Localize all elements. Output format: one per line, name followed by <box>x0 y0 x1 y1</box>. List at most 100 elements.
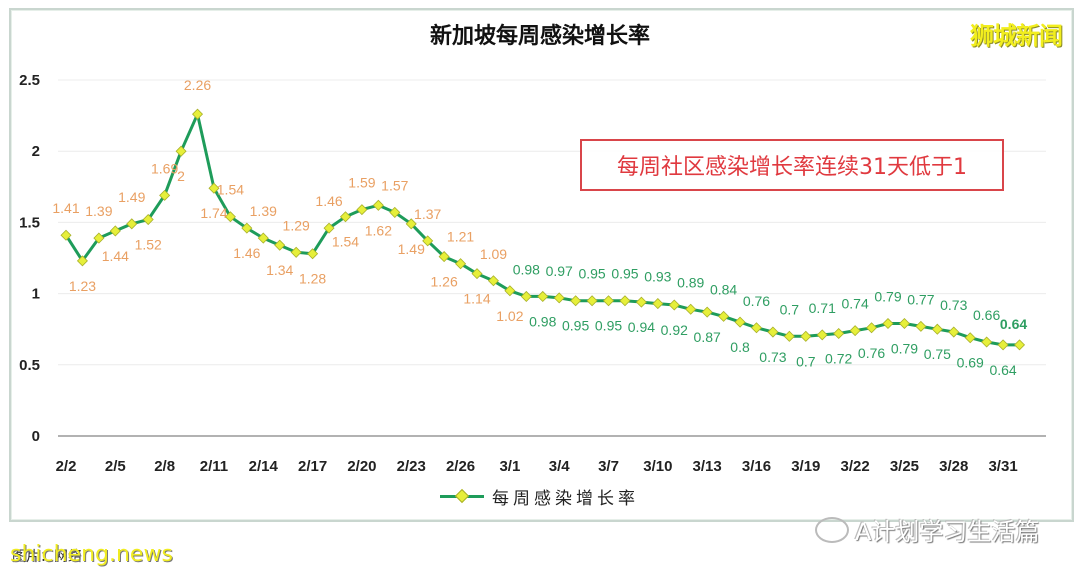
data-point-marker <box>718 310 730 322</box>
legend-line-icon <box>440 488 484 504</box>
x-tick-label: 3/16 <box>742 458 771 475</box>
data-label: 0.95 <box>595 318 622 334</box>
data-label: 2.26 <box>184 77 211 93</box>
data-point-marker <box>767 326 779 338</box>
data-point-marker <box>257 232 269 244</box>
annotation-text: 每周社区感染增长率连续31天低于1 <box>617 155 967 180</box>
data-point-marker <box>898 317 910 330</box>
y-tick-label: 2.5 <box>19 72 40 89</box>
data-point-marker <box>192 108 204 120</box>
annotation-callout: 每周社区感染增长率连续31天低于1 <box>580 139 1004 191</box>
data-point-marker <box>619 295 631 307</box>
y-tick-label: 1 <box>32 286 40 303</box>
x-tick-label: 3/31 <box>988 458 1017 475</box>
data-point-marker <box>882 317 894 330</box>
data-label: 1.28 <box>299 271 326 287</box>
data-label: 0.94 <box>628 319 655 335</box>
data-point-marker <box>668 299 680 311</box>
data-point-marker <box>603 295 615 307</box>
data-label: 0.7 <box>780 301 800 317</box>
data-label: 1.74 <box>200 205 227 221</box>
data-point-marker <box>142 214 154 226</box>
data-point-marker <box>438 251 450 263</box>
data-label: 0.7 <box>796 353 816 369</box>
data-label: 1.52 <box>135 237 162 253</box>
data-label: 1.62 <box>365 222 392 238</box>
data-label: 1.44 <box>102 248 129 264</box>
x-tick-label: 3/22 <box>841 458 870 475</box>
data-markers <box>60 108 1026 351</box>
data-point-marker <box>948 326 960 338</box>
x-tick-label: 3/28 <box>939 458 968 475</box>
data-point-marker <box>635 296 647 308</box>
data-label: 0.89 <box>677 274 704 290</box>
data-label: 0.95 <box>578 266 605 282</box>
image-source-text: 图片：网络 <box>12 549 82 565</box>
data-label: 0.98 <box>529 313 556 329</box>
x-tick-label: 2/2 <box>56 458 77 475</box>
data-point-marker <box>553 292 565 304</box>
data-point-marker <box>586 295 598 307</box>
x-tick-label: 3/25 <box>890 458 919 475</box>
data-label: 0.95 <box>562 318 589 334</box>
data-label: 1.69 <box>151 160 178 176</box>
data-label: 1.29 <box>283 217 310 233</box>
x-tick-label: 2/11 <box>200 458 228 475</box>
data-point-marker <box>109 225 121 237</box>
data-label: 0.77 <box>907 291 934 307</box>
data-label: 0.76 <box>743 293 770 309</box>
legend: 每周感染增长率 <box>440 484 639 509</box>
chart-title: 新加坡每周感染增长率 <box>429 24 650 49</box>
data-point-marker <box>455 258 467 270</box>
y-axis: 0 0.5 1 1.5 2 2.5 <box>19 72 40 445</box>
x-tick-label: 3/13 <box>693 458 722 475</box>
x-axis: 2/2 2/5 2/8 2/11 2/14 2/17 2/20 2/23 2/26 3/1 3/4 3… <box>56 458 1018 475</box>
data-label: 1.09 <box>480 246 507 262</box>
data-point-marker <box>307 248 319 260</box>
data-label: 0.87 <box>694 329 721 345</box>
data-label: 1.23 <box>69 278 96 294</box>
data-point-marker <box>323 222 335 234</box>
data-point-marker <box>372 199 384 211</box>
x-tick-label: 3/4 <box>549 458 571 475</box>
data-label: 0.84 <box>710 281 737 297</box>
data-label: 1.21 <box>447 229 474 245</box>
data-label: 0.66 <box>973 307 1000 323</box>
data-label: 0.74 <box>841 296 868 312</box>
data-point-marker <box>833 327 845 339</box>
data-point-marker <box>734 316 746 328</box>
data-label: 1.46 <box>233 245 260 261</box>
data-point-marker <box>866 322 878 334</box>
y-tick-label: 0.5 <box>19 357 40 374</box>
x-tick-label: 2/23 <box>397 458 426 475</box>
data-point-marker <box>537 290 549 302</box>
data-point-marker <box>339 211 351 223</box>
x-tick-label: 2/5 <box>105 458 126 475</box>
data-label: 0.69 <box>957 355 984 371</box>
data-point-marker <box>76 255 88 267</box>
data-label: 1.39 <box>250 203 277 219</box>
data-label: 1.39 <box>85 203 112 219</box>
data-point-marker <box>504 285 516 297</box>
data-label: 0.95 <box>611 266 638 282</box>
data-point-marker <box>241 222 253 234</box>
data-label: 0.8 <box>730 339 750 355</box>
data-point-marker <box>175 145 187 157</box>
data-label: 1.14 <box>463 291 490 307</box>
data-point-marker <box>224 211 236 223</box>
data-point-marker <box>290 246 302 258</box>
data-label: 1.54 <box>217 182 244 198</box>
data-label: 0.72 <box>825 350 852 366</box>
data-point-marker <box>389 206 401 218</box>
data-label: 1.34 <box>266 262 293 278</box>
x-tick-label: 2/26 <box>446 458 475 475</box>
data-point-marker <box>652 298 664 310</box>
data-label: 0.79 <box>874 289 901 305</box>
x-tick-label: 2/8 <box>154 458 175 475</box>
data-point-marker <box>93 232 105 244</box>
data-point-marker <box>570 295 582 307</box>
data-point-marker <box>981 336 993 348</box>
brand-watermark: 狮城新闻 <box>970 22 1063 50</box>
data-label: 1.37 <box>414 206 441 222</box>
